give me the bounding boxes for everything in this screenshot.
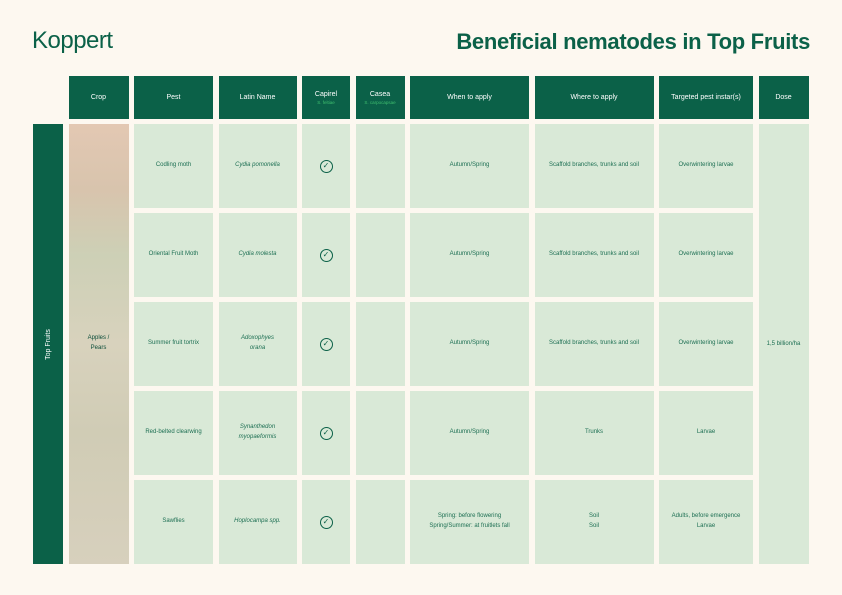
when-text: Autumn/Spring <box>449 340 490 347</box>
nematode-table: Crop Pest Latin Name Capirel S. feltiae C… <box>33 76 809 564</box>
cell-casea <box>355 302 405 386</box>
where-text: Scaffold branches, trunks and soil <box>549 162 639 169</box>
cell-when: Spring: before flowering Spring/Summer: … <box>410 480 529 564</box>
cell-pest: Summer fruit tortrix <box>134 302 213 386</box>
header-casea: Casea S. carpocapsae <box>355 76 405 119</box>
cell-targeted: Overwintering larvae <box>659 302 753 386</box>
when-text: Spring: before flowering Spring/Summer: … <box>429 513 510 529</box>
group-label: Top Fruits <box>33 124 63 564</box>
cell-casea <box>355 124 405 208</box>
targeted-text: Adults, before emergence Larvae <box>671 513 741 529</box>
empty-header <box>33 76 63 119</box>
when-text: Autumn/Spring <box>449 162 490 169</box>
cell-latin: Hoplocampa spp. <box>218 480 297 564</box>
check-circle-icon: ✓ <box>319 248 333 262</box>
cell-where: Scaffold branches, trunks and soil <box>534 302 654 386</box>
pest-text: Codling moth <box>155 162 192 169</box>
when-text: Autumn/Spring <box>449 429 490 436</box>
cell-pest: Codling moth <box>134 124 213 208</box>
cell-pest: Red-belted clearwing <box>134 391 213 475</box>
header-targeted: Targeted pest instar(s) <box>659 76 753 119</box>
cell-pest: Sawflies <box>134 480 213 564</box>
where-text: Scaffold branches, trunks and soil <box>549 251 639 258</box>
header-crop: Crop <box>68 76 129 119</box>
latin-text: Cydia pomonella <box>235 162 280 169</box>
cell-where: Trunks <box>534 391 654 475</box>
page-title: Beneficial nematodes in Top Fruits <box>456 29 810 54</box>
cell-casea <box>355 213 405 297</box>
targeted-text: Overwintering larvae <box>678 340 734 347</box>
cell-latin: Adoxophyes orana <box>218 302 297 386</box>
latin-text: Synanthedon myopaeformis <box>238 424 277 440</box>
check-circle-icon: ✓ <box>319 337 333 351</box>
cell-when: Autumn/Spring <box>410 124 529 208</box>
cell-targeted: Larvae <box>659 391 753 475</box>
cell-pest: Oriental Fruit Moth <box>134 213 213 297</box>
when-text: Autumn/Spring <box>449 251 490 258</box>
header-pest: Pest <box>134 76 213 119</box>
dose-cell: 1,5 billion/ha <box>758 124 809 564</box>
cell-when: Autumn/Spring <box>410 302 529 386</box>
cell-targeted: Overwintering larvae <box>659 124 753 208</box>
pest-text: Sawflies <box>162 518 185 525</box>
cell-casea <box>355 391 405 475</box>
pest-text: Red-belted clearwing <box>145 429 202 436</box>
cell-capirel: ✓ <box>302 124 350 208</box>
cell-targeted: Adults, before emergence Larvae <box>659 480 753 564</box>
targeted-text: Overwintering larvae <box>678 251 734 258</box>
pest-text: Summer fruit tortrix <box>147 340 199 347</box>
targeted-text: Overwintering larvae <box>678 162 734 169</box>
cell-latin: Cydia pomonella <box>218 124 297 208</box>
where-text: Scaffold branches, trunks and soil <box>549 340 639 347</box>
header-when: When to apply <box>410 76 529 119</box>
crop-cell-apples-pears: Apples / Pears <box>68 124 129 564</box>
check-circle-icon: ✓ <box>319 426 333 440</box>
cell-targeted: Overwintering larvae <box>659 213 753 297</box>
cell-where: Scaffold branches, trunks and soil <box>534 124 654 208</box>
where-text: Soil Soil <box>588 513 599 529</box>
cell-where: Soil Soil <box>534 480 654 564</box>
header-capirel: Capirel S. feltiae <box>302 76 350 119</box>
targeted-text: Larvae <box>696 429 716 436</box>
where-text: Trunks <box>584 429 604 436</box>
cell-when: Autumn/Spring <box>410 391 529 475</box>
cell-capirel: ✓ <box>302 391 350 475</box>
latin-text: Adoxophyes orana <box>240 335 275 351</box>
cell-capirel: ✓ <box>302 302 350 386</box>
check-circle-icon: ✓ <box>319 515 333 529</box>
koppert-logo: Koppert <box>32 27 113 54</box>
cell-casea <box>355 480 405 564</box>
header-where: Where to apply <box>534 76 654 119</box>
header-latin-name: Latin Name <box>218 76 297 119</box>
check-circle-icon: ✓ <box>319 159 333 173</box>
cell-when: Autumn/Spring <box>410 213 529 297</box>
latin-text: Hoplocampa spp. <box>234 518 281 525</box>
cell-capirel: ✓ <box>302 213 350 297</box>
cell-capirel: ✓ <box>302 480 350 564</box>
cell-latin: Cydia molesta <box>218 213 297 297</box>
cell-latin: Synanthedon myopaeformis <box>218 391 297 475</box>
latin-text: Cydia molesta <box>238 251 277 258</box>
header-dose: Dose <box>758 76 809 119</box>
pest-text: Oriental Fruit Moth <box>148 251 199 258</box>
cell-where: Scaffold branches, trunks and soil <box>534 213 654 297</box>
